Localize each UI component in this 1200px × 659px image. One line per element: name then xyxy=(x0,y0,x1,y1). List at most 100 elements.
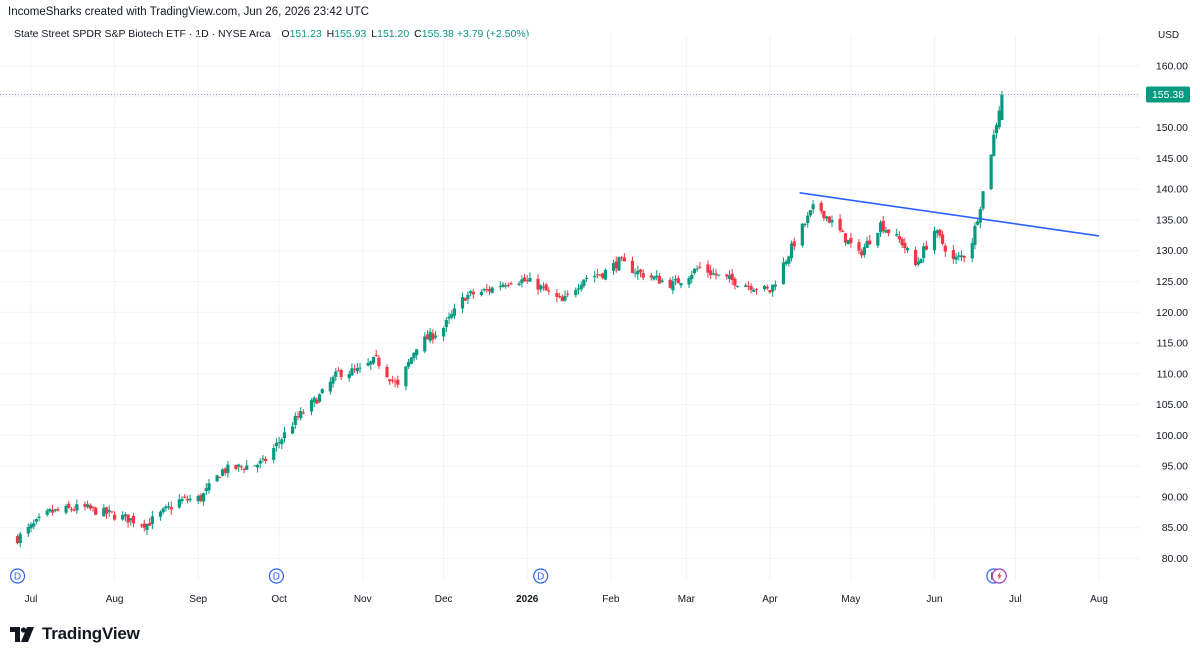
symbol-legend[interactable]: State Street SPDR S&P Biotech ETF · 1D ·… xyxy=(14,28,529,40)
candle-body xyxy=(113,514,117,520)
candle-body xyxy=(709,270,713,276)
y-tick-label: 145.00 xyxy=(1156,153,1188,165)
candle-body xyxy=(261,458,265,460)
candle-body xyxy=(72,509,76,511)
candle-body xyxy=(905,248,910,251)
candle-body xyxy=(506,284,510,286)
candle-body xyxy=(914,249,918,266)
resistance-trendline[interactable] xyxy=(799,192,1100,237)
symbol-title: State Street SPDR S&P Biotech ETF · 1D ·… xyxy=(14,28,271,40)
candle-body xyxy=(528,277,532,282)
candle-body xyxy=(789,243,794,259)
candle-body xyxy=(547,290,551,292)
dividend-event-icon[interactable] xyxy=(9,568,26,584)
candle-body xyxy=(88,505,92,509)
candle-body xyxy=(102,507,106,517)
candle-body xyxy=(706,264,710,273)
candle-body xyxy=(636,270,640,275)
candle-body xyxy=(827,216,831,223)
price-axis[interactable]: 160.00155.00150.00145.00140.00135.00130.… xyxy=(1146,61,1190,566)
candle-body xyxy=(218,477,222,479)
candle-body xyxy=(415,349,419,356)
trendline-layer[interactable] xyxy=(0,93,1140,237)
candle-body xyxy=(404,366,408,387)
x-tick-label: Jun xyxy=(926,594,942,605)
candle-body xyxy=(843,233,848,243)
candle-body xyxy=(83,504,87,507)
high-label: H xyxy=(326,28,335,40)
candle-body xyxy=(860,251,864,256)
candle-body xyxy=(752,289,756,292)
candle-body xyxy=(485,289,489,291)
candle-body xyxy=(145,524,149,530)
candle-body xyxy=(64,505,68,513)
dividend-event-icon[interactable] xyxy=(268,568,285,584)
candle-body xyxy=(517,283,521,286)
grid-lines xyxy=(0,35,1140,580)
candle-body xyxy=(339,370,343,377)
candle-body xyxy=(142,523,146,528)
x-tick-label: Aug xyxy=(106,594,124,605)
candle-body xyxy=(180,498,184,502)
candle-body xyxy=(428,331,432,341)
candle-body xyxy=(406,361,411,367)
candle-body xyxy=(762,285,767,290)
candle-body xyxy=(711,273,715,275)
candle-body xyxy=(736,285,740,287)
candle-body xyxy=(309,400,314,412)
high-value: 155.93 xyxy=(334,28,367,40)
candle-body xyxy=(733,278,737,286)
candle-body xyxy=(234,465,238,470)
candle-body xyxy=(862,247,866,255)
candle-body xyxy=(690,274,694,280)
dividend-event-icon[interactable] xyxy=(533,568,549,584)
candle-body xyxy=(150,516,154,524)
candle-body xyxy=(940,234,945,244)
candle-body xyxy=(258,460,262,464)
y-tick-label: 125.00 xyxy=(1156,276,1188,288)
candle-body xyxy=(649,275,653,278)
candle-body xyxy=(633,272,637,274)
candle-body xyxy=(18,533,22,543)
candle-body xyxy=(296,416,300,418)
candle-body xyxy=(617,257,621,271)
candle-body xyxy=(490,287,494,293)
candle-body xyxy=(215,475,219,482)
candle-body xyxy=(897,236,902,240)
x-tick-label: Nov xyxy=(354,594,372,605)
candle-body xyxy=(744,285,748,287)
candle-body xyxy=(601,273,605,279)
time-axis[interactable]: Jul Aug Sep Oct Nov Dec 2026 Feb Mar Apr May Jun Jul… xyxy=(25,594,1108,605)
candle-body xyxy=(469,291,473,294)
tradingview-logo[interactable]: TradingView xyxy=(10,624,140,644)
candle-body xyxy=(976,221,980,225)
candle-body xyxy=(94,507,98,515)
candle-body xyxy=(444,320,448,328)
candle-body xyxy=(412,352,416,359)
candle-body xyxy=(611,263,616,271)
candle-body xyxy=(328,381,332,392)
candle-body xyxy=(830,220,834,223)
event-markers[interactable]: DDDD xyxy=(9,568,1007,584)
y-tick-label: 90.00 xyxy=(1162,491,1188,503)
candle-body xyxy=(825,216,829,219)
candle-body xyxy=(350,368,354,376)
tradingview-logo-icon xyxy=(10,626,34,642)
open-label: O xyxy=(281,28,290,40)
x-tick-label: Feb xyxy=(602,594,620,605)
candle-body xyxy=(520,279,524,284)
candle-body xyxy=(876,232,880,246)
candle-body xyxy=(579,284,583,290)
candle-body xyxy=(593,275,597,278)
candle-body xyxy=(121,515,125,520)
low-value: 151.20 xyxy=(377,28,410,40)
candle-body xyxy=(223,468,227,473)
candle-body xyxy=(671,281,675,291)
candle-body xyxy=(336,370,341,372)
candle-body xyxy=(679,283,683,286)
candle-body xyxy=(312,397,316,403)
candle-body xyxy=(541,286,546,288)
candle-body xyxy=(26,527,30,534)
candle-body xyxy=(220,469,225,476)
